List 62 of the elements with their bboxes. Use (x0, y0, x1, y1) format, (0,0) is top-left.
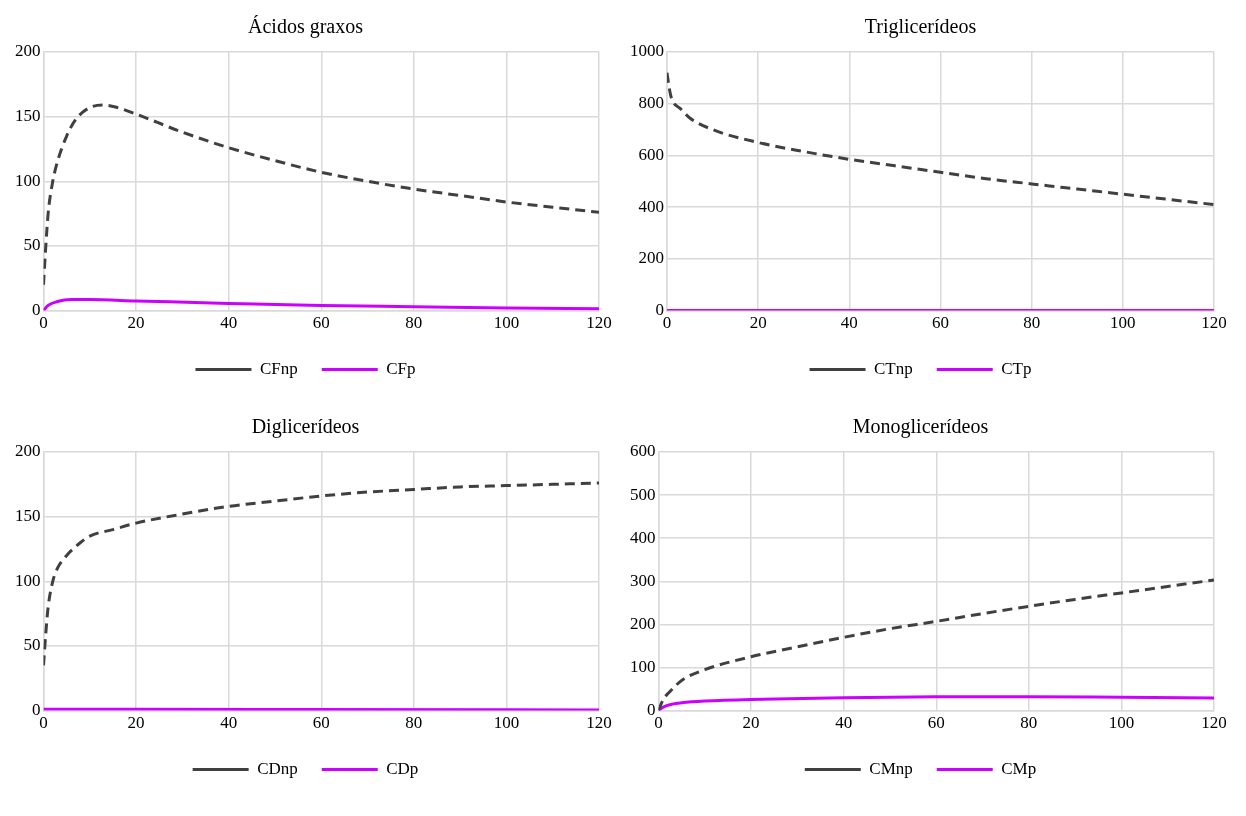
legend-label: CDp (386, 758, 419, 778)
y-tick-label: 0 (655, 300, 664, 320)
y-tick-label: 0 (32, 700, 41, 720)
legend-label: CMp (1001, 758, 1037, 778)
line-series (43, 103, 599, 287)
legend-label: CFnp (259, 358, 298, 378)
x-tick-label: 80 (1023, 313, 1041, 333)
y-tick-label: 200 (15, 41, 41, 61)
line-series (43, 481, 599, 667)
x-tick-label: 20 (742, 713, 760, 733)
x-tick-label: 120 (586, 713, 612, 733)
y-tick-label: 200 (15, 441, 41, 461)
x-tick-label: 60 (932, 313, 949, 333)
y-tick-label: 400 (638, 196, 664, 216)
x-tick-label: 40 (220, 713, 238, 733)
y-tick-label: 800 (638, 93, 664, 113)
legend-label: CTnp (874, 358, 913, 378)
chart-title: Monoglicerídeos (852, 415, 989, 439)
y-tick-label: 1000 (630, 41, 664, 61)
y-tick-label: 50 (23, 235, 41, 255)
x-tick-label: 120 (1201, 713, 1227, 733)
x-tick-label: 80 (405, 313, 423, 333)
x-tick-label: 60 (312, 713, 330, 733)
x-tick-label: 80 (405, 713, 423, 733)
x-tick-label: 40 (835, 713, 853, 733)
x-tick-label: 100 (493, 313, 520, 333)
x-tick-label: 60 (312, 313, 330, 333)
x-tick-label: 20 (127, 313, 145, 333)
y-tick-label: 100 (15, 570, 41, 590)
y-tick-label: 100 (15, 170, 41, 190)
chart-title: Triglicerídeos (864, 15, 977, 39)
legend-label: CFp (386, 358, 416, 378)
x-tick-label: 100 (493, 713, 520, 733)
y-tick-label: 0 (647, 700, 656, 720)
legend-label: CMnp (869, 758, 913, 778)
y-tick-label: 0 (32, 300, 41, 320)
y-tick-label: 50 (23, 635, 41, 655)
x-tick-label: 100 (1110, 313, 1136, 333)
y-tick-label: 500 (630, 484, 656, 504)
y-tick-label: 100 (630, 656, 656, 676)
y-tick-label: 400 (630, 527, 656, 547)
y-tick-label: 600 (630, 441, 656, 461)
y-tick-label: 150 (15, 506, 41, 526)
legend-label: CDnp (257, 758, 298, 778)
chart-title: Ácidos graxos (248, 15, 364, 39)
x-tick-label: 80 (1020, 713, 1038, 733)
chart-title: Diglicerídeos (251, 415, 360, 439)
y-tick-label: 200 (638, 248, 664, 268)
line-series (667, 71, 1214, 207)
y-tick-label: 200 (630, 613, 656, 633)
y-tick-label: 600 (638, 144, 664, 164)
x-tick-label: 20 (749, 313, 767, 333)
x-tick-label: 40 (220, 313, 238, 333)
x-tick-label: 20 (127, 713, 145, 733)
x-tick-label: 120 (586, 313, 612, 333)
y-tick-label: 150 (15, 106, 41, 126)
x-tick-label: 60 (927, 713, 945, 733)
x-tick-label: 40 (840, 313, 858, 333)
legend-label: CTp (1001, 358, 1032, 378)
x-tick-label: 100 (1108, 713, 1135, 733)
x-tick-label: 120 (1201, 313, 1227, 333)
y-tick-label: 300 (630, 570, 656, 590)
